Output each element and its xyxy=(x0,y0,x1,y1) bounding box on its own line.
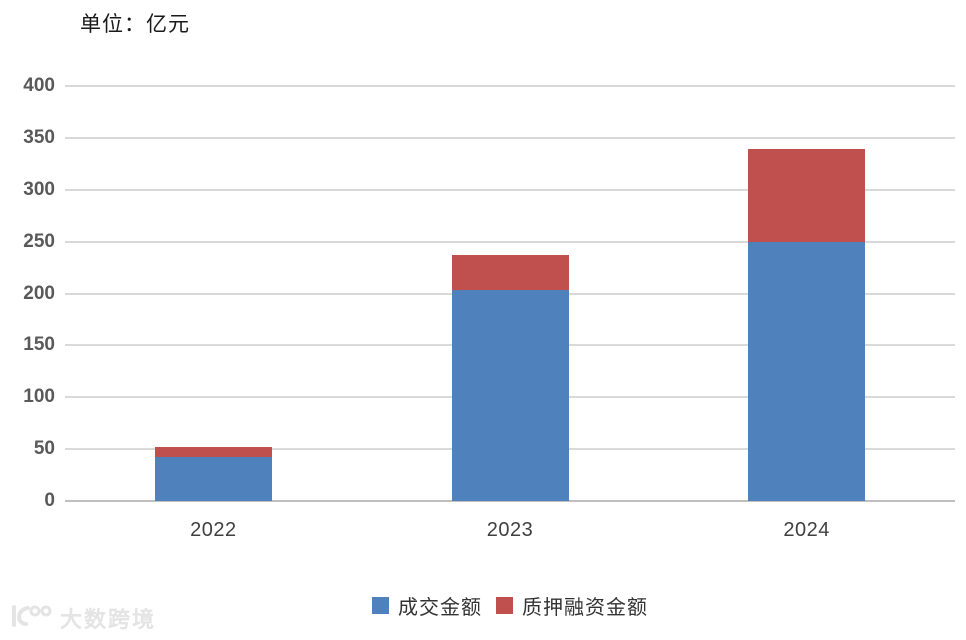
bar-2023-series-1 xyxy=(451,255,569,291)
legend-swatch-icon xyxy=(372,596,389,614)
y-tick-label-100: 100 xyxy=(23,386,55,408)
y-axis: 0 50 100 150 200 250 300 350 400 xyxy=(0,75,55,511)
bar-2024-series-0 xyxy=(748,241,866,501)
legend-swatch-icon xyxy=(496,596,513,614)
watermark-logo-icon xyxy=(8,603,54,634)
bar-2024-series-1 xyxy=(748,149,866,242)
legend-item-1: 质押融资金额 xyxy=(496,591,648,620)
bar-2022-series-1 xyxy=(154,447,272,458)
watermark-text: 大数跨境 xyxy=(60,607,157,632)
legend-label: 成交金额 xyxy=(398,596,482,619)
y-tick-label-300: 300 xyxy=(23,178,55,200)
y-tick-label-0: 0 xyxy=(44,490,55,511)
gridline-250 xyxy=(65,240,955,243)
gridline-300 xyxy=(65,188,955,191)
plot-area xyxy=(65,85,955,502)
bar-2023-series-0 xyxy=(451,290,569,501)
bar-2022-series-0 xyxy=(154,457,272,501)
y-tick-label-200: 200 xyxy=(23,282,55,304)
legend-label: 质押融资金额 xyxy=(522,596,648,619)
x-tick-label-2022: 2022 xyxy=(190,519,237,541)
x-axis: 2022 2023 2024 xyxy=(65,519,955,549)
gridline-350 xyxy=(65,136,955,139)
y-tick-label-400: 400 xyxy=(23,75,55,96)
y-tick-label-250: 250 xyxy=(23,230,55,252)
bar-group-2022 xyxy=(154,447,272,501)
y-tick-label-350: 350 xyxy=(23,126,55,148)
gridline-400 xyxy=(65,85,955,87)
chart-unit-title: 单位：亿元 xyxy=(80,12,190,36)
y-tick-label-150: 150 xyxy=(23,334,55,356)
legend-item-0: 成交金额 xyxy=(372,591,482,620)
bar-group-2023 xyxy=(451,255,569,501)
x-tick-label-2023: 2023 xyxy=(486,519,534,541)
x-tick-label-2024: 2024 xyxy=(783,519,830,541)
bar-group-2024 xyxy=(748,149,866,501)
gridline-0 xyxy=(65,500,955,502)
y-tick-label-50: 50 xyxy=(33,438,55,460)
watermark: 大数跨境 xyxy=(8,602,156,634)
chart-legend: 成交金额 质押融资金额 xyxy=(65,590,955,620)
